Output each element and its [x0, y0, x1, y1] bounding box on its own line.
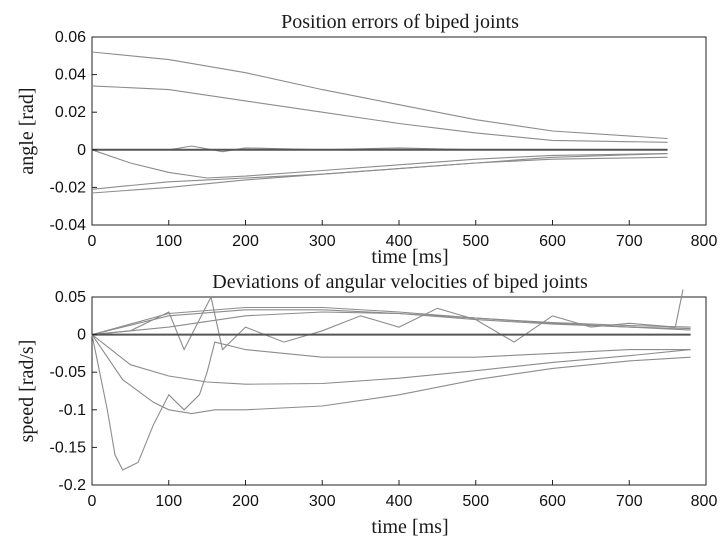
y-tick-label: 0.04 [55, 67, 86, 84]
x-tick-label: 0 [88, 493, 97, 510]
y-tick-label: -0.15 [50, 439, 87, 456]
x-axis-label: time [ms] [371, 246, 448, 268]
series-line-7 [91, 311, 691, 336]
y-tick-label: 0 [77, 142, 86, 159]
y-tick-label: -0.1 [58, 402, 86, 419]
series-line-2 [91, 85, 668, 143]
y-tick-label: 0 [77, 327, 86, 344]
x-tick-label: 200 [232, 493, 259, 510]
y-tick-label: 0.06 [55, 29, 86, 46]
series-line-4 [91, 156, 668, 194]
x-tick-label: 800 [691, 493, 718, 510]
y-tick-labels: 0.06 0.04 0.02 0 -0.02 -0.04 [50, 29, 97, 234]
x-tick-label: 0 [88, 233, 97, 250]
y-tick-label: -0.04 [50, 217, 87, 234]
series-line-6 [91, 289, 684, 351]
y-tick-label: -0.02 [50, 179, 87, 196]
series-line-3 [91, 334, 691, 415]
x-tick-label: 700 [616, 233, 643, 250]
y-tick-labels: 0.05 0 -0.05 -0.1 -0.15 -0.2 [50, 289, 97, 494]
x-tick-label: 500 [462, 493, 489, 510]
series-line-1 [91, 334, 691, 471]
x-tick-label: 700 [616, 493, 643, 510]
x-axis-label: time [ms] [371, 516, 448, 538]
x-tick-label: 300 [309, 233, 336, 250]
series-line-1 [91, 51, 668, 140]
plot-frame [91, 36, 707, 226]
series-line-2 [91, 334, 691, 385]
series-group [91, 289, 691, 471]
x-tick-label: 100 [155, 233, 182, 250]
y-tick-label: -0.05 [50, 364, 87, 381]
angular-velocity-panel: Deviations of angular velocities of bipe… [16, 271, 717, 538]
y-tick-label: 0.02 [55, 104, 86, 121]
x-tick-label: 100 [155, 493, 182, 510]
series-group [91, 51, 668, 194]
y-axis-label: angle [rad] [16, 87, 38, 174]
x-tick-label: 400 [386, 233, 413, 250]
x-tick-labels: 0 100 200 300 400 500 600 700 800 [88, 220, 718, 250]
x-tick-label: 300 [309, 493, 336, 510]
series-line-5 [91, 306, 691, 336]
chart-title: Position errors of biped joints [281, 11, 519, 33]
x-tick-label: 400 [386, 493, 413, 510]
chart-title: Deviations of angular velocities of bipe… [212, 271, 588, 293]
x-tick-label: 600 [539, 233, 566, 250]
y-axis-label: speed [rad/s] [16, 340, 38, 443]
series-line-5 [91, 149, 668, 179]
position-errors-panel: Position errors of biped joints 0.06 0.04… [16, 11, 717, 268]
y-tick-label: 0.05 [55, 289, 86, 306]
x-tick-label: 500 [462, 233, 489, 250]
x-tick-label: 200 [232, 233, 259, 250]
x-tick-label: 600 [539, 493, 566, 510]
x-tick-labels: 0 100 200 300 400 500 600 700 800 [88, 480, 718, 510]
series-line-3 [91, 153, 668, 190]
y-tick-label: -0.2 [58, 477, 86, 494]
x-tick-label: 800 [691, 233, 718, 250]
